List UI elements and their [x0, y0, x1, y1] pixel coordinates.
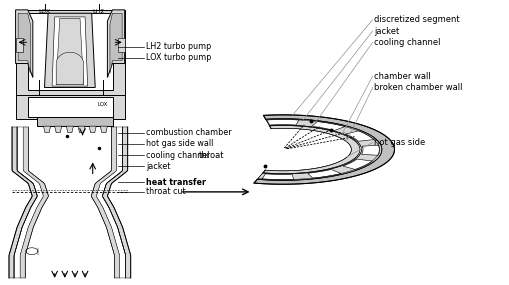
Polygon shape — [345, 131, 374, 141]
Polygon shape — [20, 127, 48, 278]
Polygon shape — [37, 117, 113, 126]
Text: cooling channel: cooling channel — [146, 151, 209, 160]
Text: discretized segment: discretized segment — [374, 15, 459, 24]
Polygon shape — [257, 119, 381, 180]
Text: LH2: LH2 — [93, 9, 105, 14]
Polygon shape — [117, 38, 124, 52]
Polygon shape — [262, 174, 293, 180]
Text: LH2 turbo pump: LH2 turbo pump — [146, 42, 211, 51]
Polygon shape — [311, 121, 345, 131]
Text: cooling channel: cooling channel — [374, 38, 440, 47]
Polygon shape — [54, 126, 62, 133]
Polygon shape — [78, 126, 85, 133]
Polygon shape — [263, 126, 359, 174]
Polygon shape — [16, 10, 124, 95]
Text: LOX: LOX — [97, 103, 108, 107]
Text: jacket: jacket — [374, 27, 399, 36]
Polygon shape — [110, 13, 122, 73]
Polygon shape — [102, 127, 130, 278]
Polygon shape — [16, 38, 22, 52]
Text: LOX: LOX — [38, 9, 50, 14]
Polygon shape — [18, 13, 30, 73]
Text: combustion chamber: combustion chamber — [146, 128, 231, 137]
Text: chamber wall: chamber wall — [374, 72, 430, 81]
Text: throat cut: throat cut — [146, 188, 185, 196]
Text: broken chamber wall: broken chamber wall — [374, 83, 462, 92]
Polygon shape — [265, 128, 351, 171]
Text: hot gas side: hot gas side — [374, 138, 425, 147]
Text: hot gas side wall: hot gas side wall — [146, 139, 213, 148]
Polygon shape — [44, 13, 95, 87]
Text: throat: throat — [199, 151, 224, 160]
Polygon shape — [91, 127, 119, 278]
Polygon shape — [66, 126, 73, 133]
Polygon shape — [14, 127, 43, 278]
Polygon shape — [25, 127, 115, 278]
Text: LOX turbo pump: LOX turbo pump — [146, 53, 211, 62]
Polygon shape — [43, 126, 50, 133]
Polygon shape — [89, 126, 96, 133]
Polygon shape — [27, 97, 113, 117]
Polygon shape — [96, 127, 125, 278]
Polygon shape — [307, 170, 341, 178]
Polygon shape — [100, 126, 107, 133]
Polygon shape — [253, 115, 394, 184]
Text: heat transfer: heat transfer — [146, 178, 206, 186]
Text: jacket: jacket — [146, 162, 170, 171]
Polygon shape — [9, 127, 37, 278]
Polygon shape — [52, 17, 88, 86]
Polygon shape — [27, 13, 113, 90]
Polygon shape — [266, 119, 298, 125]
Polygon shape — [56, 18, 83, 85]
Polygon shape — [16, 10, 33, 78]
Polygon shape — [16, 95, 124, 119]
Polygon shape — [361, 145, 379, 155]
Polygon shape — [342, 159, 372, 170]
Polygon shape — [107, 10, 124, 78]
Polygon shape — [56, 52, 83, 85]
